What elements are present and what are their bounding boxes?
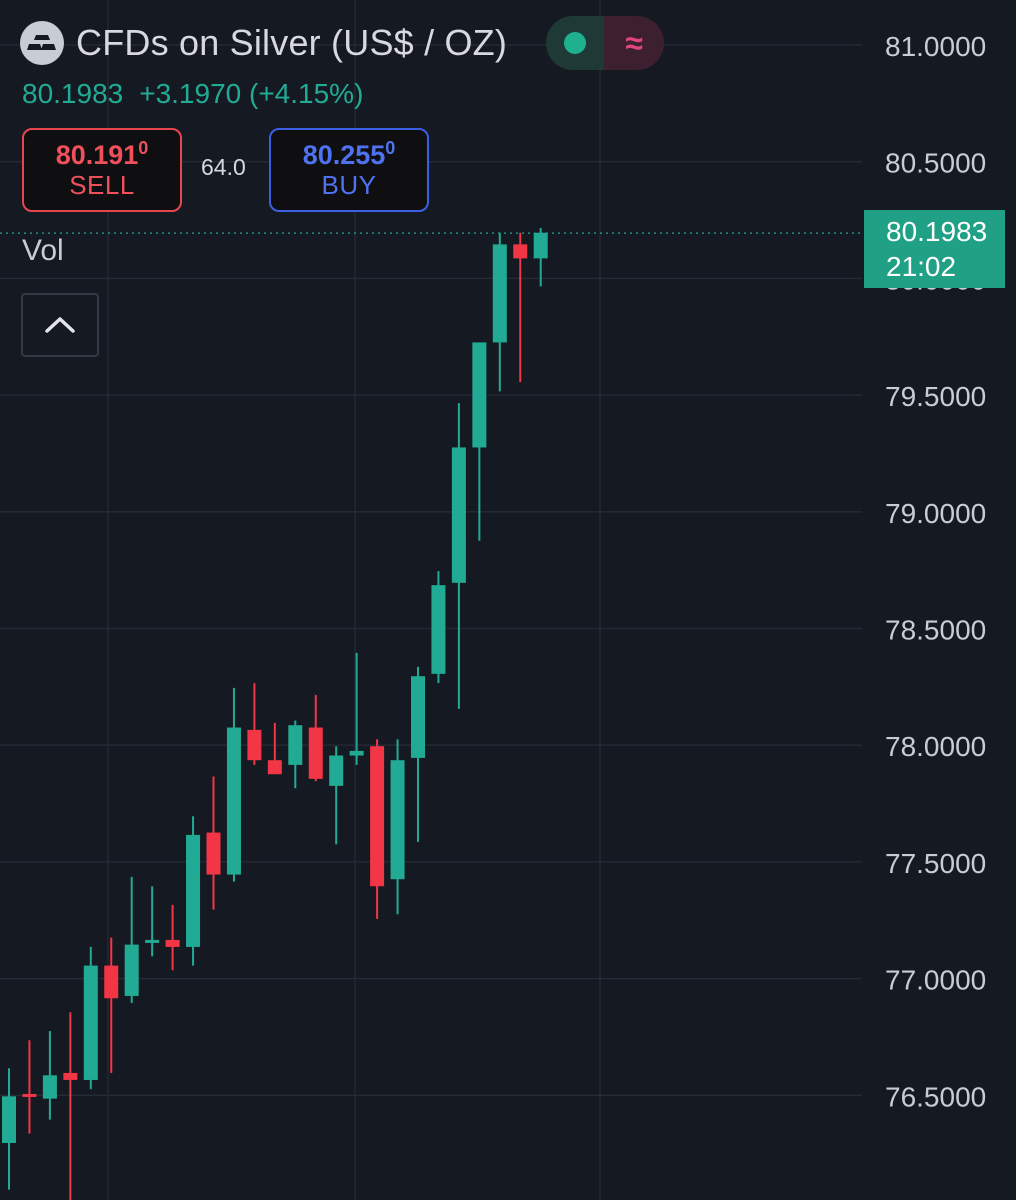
candle-up <box>492 244 507 343</box>
buy-label: BUY <box>321 169 377 200</box>
candle-up <box>226 727 241 875</box>
live-dot-icon <box>546 16 604 70</box>
price-change: +3.1970 <box>139 78 242 109</box>
quote-summary: 80.1983 +3.1970 (+4.15%) <box>22 78 363 110</box>
axis-tick-label: 80.5000 <box>885 148 986 179</box>
candle-up <box>42 1075 57 1099</box>
candle-up <box>288 725 303 765</box>
collapse-indicators-button[interactable] <box>21 293 99 357</box>
candle-up <box>411 676 425 758</box>
sell-pip: 0 <box>138 137 149 158</box>
candle-up <box>145 939 160 943</box>
candle-up <box>451 447 466 583</box>
sell-button[interactable]: 80.1910 SELL <box>22 128 182 212</box>
candle-down <box>104 965 119 999</box>
candle-up <box>186 834 201 947</box>
price-change-percent: (+4.15%) <box>249 78 364 109</box>
approx-wave-icon: ≈ <box>604 16 664 70</box>
candle-up <box>124 944 139 996</box>
chevron-up-icon <box>45 317 75 333</box>
axis-tick-label: 77.0000 <box>885 965 986 996</box>
candles <box>2 228 548 1200</box>
bar-countdown: 21:02 <box>886 251 957 282</box>
candle-down <box>22 1093 37 1097</box>
buy-button[interactable]: 80.2550 BUY <box>269 128 429 212</box>
current-price-label: 80.1983 <box>886 216 988 247</box>
candle-down <box>63 1072 78 1080</box>
candle-down <box>206 832 221 875</box>
candle-up <box>472 342 487 448</box>
current-price-tag: 80.1983 21:02 <box>864 210 1005 288</box>
candle-down <box>308 727 323 779</box>
candle-down <box>165 939 180 947</box>
candle-down <box>247 729 262 761</box>
candle-up <box>431 585 446 674</box>
sell-label: SELL <box>69 169 135 200</box>
candle-up <box>329 755 344 786</box>
axis-tick-label: 77.5000 <box>885 848 986 879</box>
candle-up <box>2 1096 16 1143</box>
volume-indicator-label[interactable]: Vol <box>22 234 64 267</box>
symbol-title: CFDs on Silver (US$ / OZ) <box>76 22 508 63</box>
market-status-toggle[interactable]: ≈ <box>546 16 664 70</box>
candle-up <box>349 750 364 756</box>
candle-up <box>83 965 98 1080</box>
candle-down <box>370 746 385 887</box>
price-axis[interactable]: 81.000080.500080.000079.500079.000078.50… <box>885 31 986 1112</box>
spread-value: 64.0 <box>201 154 246 180</box>
candle-up <box>390 760 405 880</box>
candle-down <box>267 760 282 775</box>
symbol-header[interactable]: CFDs on Silver (US$ / OZ) <box>20 18 507 68</box>
last-price: 80.1983 <box>22 78 124 109</box>
axis-tick-label: 81.0000 <box>885 31 986 62</box>
axis-tick-label: 76.5000 <box>885 1081 986 1112</box>
axis-tick-label: 78.0000 <box>885 731 986 762</box>
silver-bars-icon <box>20 21 64 65</box>
axis-tick-label: 78.5000 <box>885 615 986 646</box>
buy-price: 80.2550 <box>302 137 396 170</box>
axis-tick-label: 79.0000 <box>885 498 986 529</box>
sell-price: 80.1910 <box>55 137 149 170</box>
buy-pip: 0 <box>385 137 396 158</box>
axis-tick-label: 79.5000 <box>885 381 986 412</box>
candle-down <box>513 244 528 259</box>
candle-up <box>533 232 548 259</box>
